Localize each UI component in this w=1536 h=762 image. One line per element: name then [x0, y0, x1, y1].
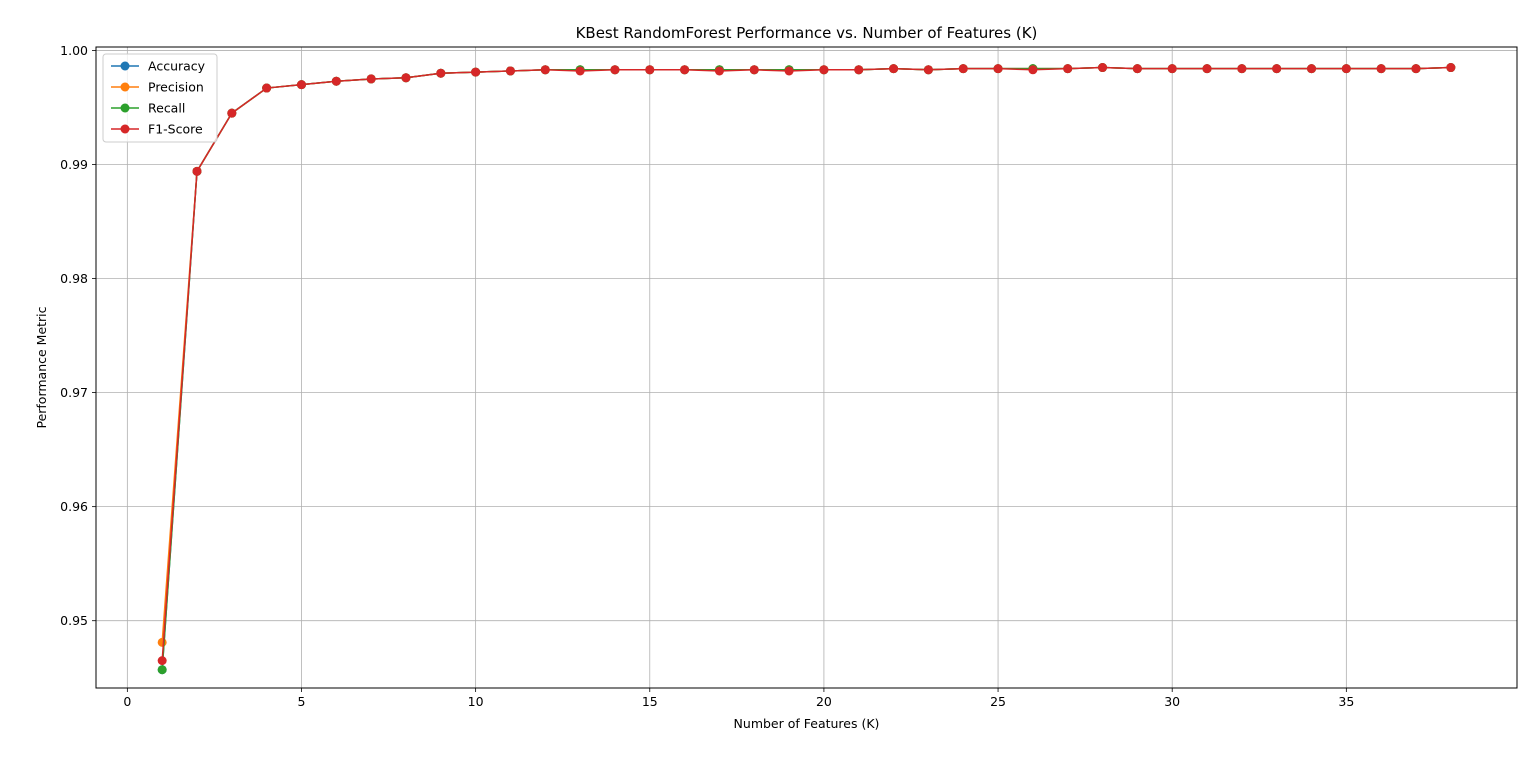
- x-axis-label: Number of Features (K): [734, 716, 880, 731]
- series-line: [161, 66, 1451, 670]
- legend-swatch-marker: [120, 103, 130, 113]
- data-point: [610, 65, 620, 75]
- y-tick-label: 0.98: [60, 271, 88, 286]
- data-point: [471, 67, 481, 77]
- data-point: [993, 64, 1003, 74]
- x-tick-label: 0: [123, 694, 131, 709]
- legend-label: Precision: [148, 80, 204, 95]
- series-line: [161, 66, 1451, 661]
- data-point: [1098, 63, 1108, 73]
- data-point: [1341, 64, 1351, 74]
- data-point: [923, 65, 933, 75]
- data-point: [331, 76, 341, 86]
- grid: [96, 47, 1517, 688]
- data-point: [366, 74, 376, 84]
- x-tick-label: 25: [990, 694, 1006, 709]
- data-point: [227, 108, 237, 118]
- y-tick-label: 0.95: [60, 613, 88, 628]
- legend-label: F1-Score: [148, 122, 203, 137]
- x-tick-label: 15: [642, 694, 658, 709]
- data-point: [157, 637, 167, 647]
- series-line: [161, 66, 1451, 643]
- plot-frame: [95, 46, 1518, 689]
- x-tick-label: 10: [468, 694, 484, 709]
- data-point: [1307, 64, 1317, 74]
- data-point: [889, 64, 899, 74]
- data-point: [192, 166, 202, 176]
- data-point: [1063, 64, 1073, 74]
- series-f1-score: [157, 63, 1456, 666]
- data-point: [157, 665, 167, 675]
- legend-swatch-marker: [120, 82, 130, 92]
- data-point: [401, 73, 411, 83]
- data-point: [1446, 63, 1456, 73]
- legend-item: Precision: [111, 80, 204, 95]
- data-point: [784, 66, 794, 76]
- series-layer: [157, 63, 1456, 675]
- legend-item: F1-Score: [111, 122, 203, 137]
- data-point: [749, 65, 759, 75]
- data-point: [854, 65, 864, 75]
- legend-swatch-marker: [120, 61, 130, 71]
- y-tick-label: 0.96: [60, 499, 88, 514]
- series-recall: [157, 63, 1456, 675]
- data-point: [575, 66, 585, 76]
- series-accuracy: [157, 63, 1456, 675]
- series-precision: [157, 63, 1456, 647]
- legend-item: Recall: [111, 101, 185, 116]
- legend-item: Accuracy: [111, 59, 206, 74]
- data-point: [436, 68, 446, 78]
- data-point: [1237, 64, 1247, 74]
- y-axis-label: Performance Metric: [34, 306, 49, 428]
- x-tick-label: 5: [298, 694, 306, 709]
- data-point: [958, 64, 968, 74]
- chart-title: KBest RandomForest Performance vs. Numbe…: [576, 24, 1038, 42]
- data-point: [1411, 64, 1421, 74]
- y-tick-label: 0.99: [60, 157, 88, 172]
- data-point: [1376, 64, 1386, 74]
- legend-label: Recall: [148, 101, 185, 116]
- data-point: [505, 66, 515, 76]
- data-point: [714, 66, 724, 76]
- x-tick-label: 35: [1338, 694, 1354, 709]
- data-point: [680, 65, 690, 75]
- data-point: [157, 656, 167, 666]
- data-point: [1272, 64, 1282, 74]
- legend: Accuracy Precision Recall F1-Score: [102, 53, 218, 143]
- data-point: [645, 65, 655, 75]
- legend-label: Accuracy: [148, 59, 206, 74]
- data-point: [1202, 64, 1212, 74]
- data-point: [1167, 64, 1177, 74]
- x-tick-label: 20: [816, 694, 832, 709]
- legend-swatch-marker: [120, 124, 130, 134]
- x-tick-label: 30: [1164, 694, 1180, 709]
- y-tick-label: 1.00: [60, 43, 88, 58]
- data-point: [540, 65, 550, 75]
- ticks: 0 5 10 15 20 25 30 35 0.95 0.96 0.97 0.98 0.99 1.00: [60, 43, 1354, 709]
- data-point: [1132, 64, 1142, 74]
- y-tick-label: 0.97: [60, 385, 88, 400]
- data-point: [296, 80, 306, 90]
- series-line: [161, 66, 1451, 670]
- data-point: [1028, 65, 1038, 75]
- legend-box: [102, 53, 218, 143]
- data-point: [819, 65, 829, 75]
- data-point: [262, 83, 272, 93]
